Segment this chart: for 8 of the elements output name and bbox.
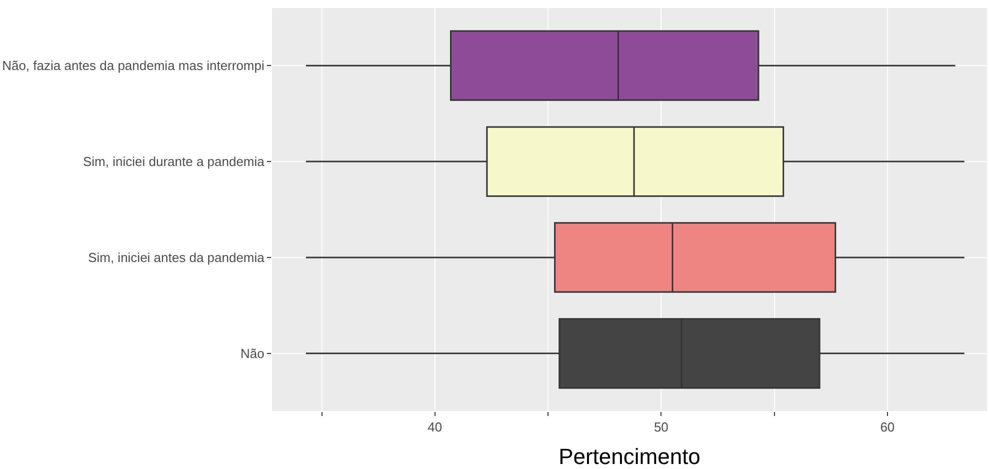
- x-axis-title: Pertencimento: [558, 444, 700, 469]
- x-tick-label: 60: [880, 420, 895, 435]
- y-tick-label: Sim, iniciei durante a pandemia: [83, 154, 266, 170]
- x-tick-label: 50: [654, 420, 668, 435]
- x-tick-label: 40: [428, 420, 442, 435]
- y-tick-label: Não, fazia antes da pandemia mas interrompi: [2, 58, 265, 74]
- y-tick-label: Não: [240, 346, 264, 361]
- y-tick-label: Sim, iniciei antes da pandemia: [88, 250, 266, 266]
